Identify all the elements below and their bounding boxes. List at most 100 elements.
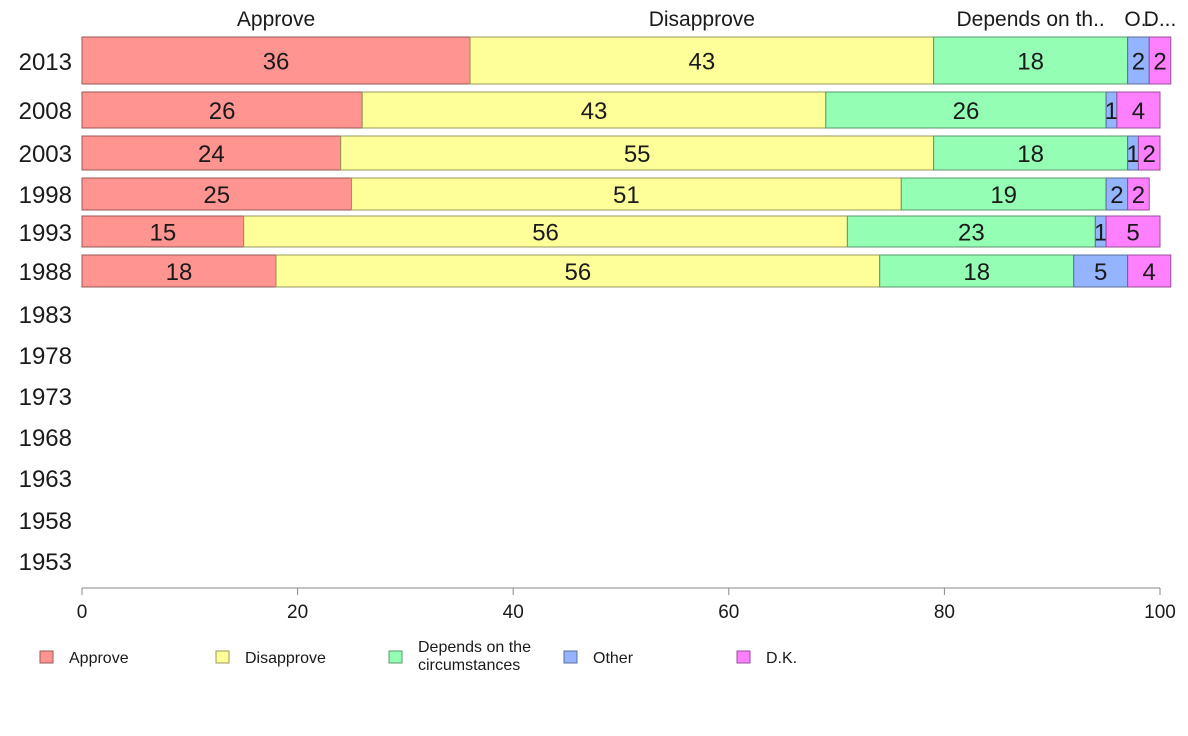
data-label-2013-2: 43 [688,49,715,76]
bar-segment-2008-3 [825,91,1107,129]
x-tick-label-80: 80 [934,602,955,623]
data-label-2003-1: 24 [198,141,225,168]
data-label-2008-3: 26 [953,98,980,125]
bar-segment-2008-2 [361,91,827,129]
bar-segment-1988-5 [1127,254,1172,288]
data-label-1993-4: 1 [1094,220,1107,247]
year-label-2008: 2008 [19,98,72,125]
data-label-2008-5: 4 [1132,98,1145,125]
data-label-2008-4: 1 [1105,98,1118,125]
legend-item-3: Depends on the circumstances [388,639,531,674]
legend-label-4: Other [593,650,634,667]
bar-segment-1998-5 [1127,177,1150,211]
bar-segment-2003-5 [1137,135,1161,171]
legend-label-5: D.K. [766,650,797,667]
data-label-2003-2: 55 [624,141,651,168]
data-label-2008-1: 26 [209,98,236,125]
data-label-1988-5: 4 [1143,259,1156,286]
bar-row-1988: 18 56 18 5 4 [81,254,1172,288]
bar-row-2013: 36 43 18 2 2 [81,36,1172,85]
legend-item-1: Approve [39,650,129,667]
column-header-1: Approve [237,8,315,31]
data-label-2003-3: 18 [1017,141,1044,168]
bar-segment-2013-5 [1148,36,1172,85]
data-label-2008-2: 43 [581,98,608,125]
data-label-1988-1: 18 [166,259,193,286]
data-label-1988-3: 18 [963,259,990,286]
x-tick-label-0: 0 [77,602,88,623]
year-label-1958: 1958 [19,508,72,535]
x-tick-label-100: 100 [1144,602,1176,623]
legend-swatch-5 [736,650,751,664]
year-label-1998: 1998 [19,182,72,209]
bar-segment-1993-3 [846,215,1096,248]
column-header-5: D... [1144,8,1177,31]
data-label-2013-4: 2 [1132,49,1145,76]
x-tick-label-40: 40 [503,602,524,623]
bar-segment-2013-2 [469,36,935,85]
legend-item-2: Disapprove [215,650,326,667]
year-label-2003: 2003 [19,141,72,168]
x-tick-label-60: 60 [718,602,739,623]
data-label-1988-4: 5 [1094,259,1107,286]
data-label-1993-2: 56 [532,220,559,247]
bar-row-1998: 25 51 19 2 2 [81,177,1150,211]
bar-row-2008: 26 43 26 1 4 [81,91,1161,129]
legend-item-5: D.K. [736,650,797,667]
data-label-2013-5: 2 [1153,49,1166,76]
year-label-1973: 1973 [19,384,72,411]
data-label-1998-4: 2 [1110,182,1123,209]
year-label-1968: 1968 [19,425,72,452]
year-label-2013: 2013 [19,49,72,76]
bar-segment-2008-1 [81,91,363,129]
legend-swatch-3 [388,650,403,664]
data-label-1998-3: 19 [990,182,1017,209]
year-labels: 2013 2008 2003 1998 1993 1988 1983 1978 1973 1968… [19,49,72,576]
legend-label-3: Depends on the circumstances [418,639,531,674]
data-label-1988-2: 56 [565,259,592,286]
legend-item-4: Other [563,650,634,667]
year-label-1978: 1978 [19,343,72,370]
column-header-2: Disapprove [649,8,755,31]
data-label-1993-3: 23 [958,220,985,247]
bar-segment-1993-1 [81,215,245,248]
year-label-1988: 1988 [19,259,72,286]
column-header-3: Depends on th.. [956,8,1104,31]
bar-segment-2003-3 [933,135,1129,171]
legend-label-2: Disapprove [245,650,326,667]
bar-segment-1998-1 [81,177,352,211]
data-label-2003-4: 1 [1126,141,1139,168]
legend: Approve Disapprove Depends on the circumsta… [39,639,797,674]
bar-row-2003: 24 55 18 1 2 [81,135,1161,171]
bar-segment-1993-5 [1105,215,1161,248]
x-axis: 0 20 40 60 80 100 [77,587,1176,623]
x-tick-label-20: 20 [287,602,308,623]
bar-segment-1998-3 [900,177,1107,211]
legend-swatch-2 [215,650,230,664]
bar-segment-1998-2 [351,177,902,211]
legend-swatch-4 [563,650,578,664]
legend-swatch-1 [39,650,54,664]
data-label-2003-5: 2 [1143,141,1156,168]
year-label-1963: 1963 [19,466,72,493]
legend-label-1: Approve [69,650,129,667]
data-label-1993-5: 5 [1126,220,1139,247]
data-label-1998-5: 2 [1132,182,1145,209]
year-label-1983: 1983 [19,302,72,329]
bar-segment-2008-5 [1116,91,1161,129]
year-label-1953: 1953 [19,549,72,576]
data-label-1993-1: 15 [149,220,176,247]
bar-segment-1988-1 [81,254,277,288]
data-label-1998-2: 51 [613,182,640,209]
year-label-1993: 1993 [19,220,72,247]
column-headers: Approve Disapprove Depends on th.. O..D... [237,8,1176,31]
bar-row-1993: 15 56 23 1 5 [81,215,1161,248]
data-label-2013-1: 36 [263,49,290,76]
column-header-4: O.. [1124,8,1152,31]
bar-segment-2003-1 [81,135,342,171]
bar-segment-1988-3 [879,254,1075,288]
data-label-1998-1: 25 [203,182,230,209]
bars: 36 43 18 2 226 43 26 1 424 55 18 1 225 51 19 2 215 56 23 1 5… [81,36,1172,288]
data-label-2013-3: 18 [1017,49,1044,76]
